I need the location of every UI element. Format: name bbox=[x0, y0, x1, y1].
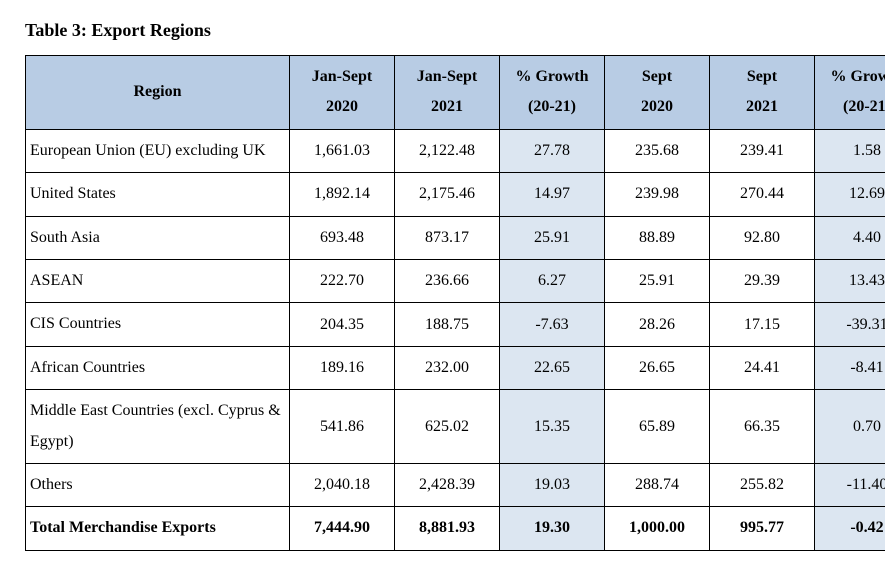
cell-growth: -11.40 bbox=[815, 463, 885, 506]
cell-growth: 27.78 bbox=[500, 129, 605, 172]
col-header-line1: Jan-Sept bbox=[417, 68, 477, 85]
cell-value: 1,661.03 bbox=[290, 129, 395, 172]
cell-growth: 22.65 bbox=[500, 346, 605, 389]
table-row: European Union (EU) excluding UK 1,661.0… bbox=[26, 129, 885, 172]
cell-value: 235.68 bbox=[605, 129, 710, 172]
col-header-jan-sept-2021: Jan-Sept 2021 bbox=[395, 56, 500, 130]
cell-value: 222.70 bbox=[290, 259, 395, 302]
col-header-line2: 2020 bbox=[326, 98, 358, 115]
cell-region: United States bbox=[26, 173, 290, 216]
cell-value: 255.82 bbox=[710, 463, 815, 506]
col-header-line1: Sept bbox=[747, 68, 777, 85]
cell-growth: 12.69 bbox=[815, 173, 885, 216]
cell-growth: -8.41 bbox=[815, 346, 885, 389]
cell-value: 17.15 bbox=[710, 303, 815, 346]
cell-growth: 6.27 bbox=[500, 259, 605, 302]
cell-value-total: 995.77 bbox=[710, 507, 815, 550]
cell-value: 66.35 bbox=[710, 390, 815, 464]
table-title: Table 3: Export Regions bbox=[25, 20, 860, 41]
cell-region: Middle East Countries (excl. Cyprus & Eg… bbox=[26, 390, 290, 464]
table-body: European Union (EU) excluding UK 1,661.0… bbox=[26, 129, 885, 550]
cell-value: 25.91 bbox=[605, 259, 710, 302]
cell-value-total: 1,000.00 bbox=[605, 507, 710, 550]
col-header-line2: (20-21) bbox=[843, 98, 885, 115]
col-header-region: Region bbox=[26, 56, 290, 130]
cell-value: 2,175.46 bbox=[395, 173, 500, 216]
cell-growth: 14.97 bbox=[500, 173, 605, 216]
cell-value: 2,040.18 bbox=[290, 463, 395, 506]
cell-value: 1,892.14 bbox=[290, 173, 395, 216]
cell-region: African Countries bbox=[26, 346, 290, 389]
cell-value: 873.17 bbox=[395, 216, 500, 259]
col-header-jan-sept-2020: Jan-Sept 2020 bbox=[290, 56, 395, 130]
table-row: Others 2,040.18 2,428.39 19.03 288.74 25… bbox=[26, 463, 885, 506]
col-header-line2: (20-21) bbox=[528, 98, 576, 115]
table-total-row: Total Merchandise Exports 7,444.90 8,881… bbox=[26, 507, 885, 550]
cell-growth: -39.31 bbox=[815, 303, 885, 346]
cell-growth: 15.35 bbox=[500, 390, 605, 464]
cell-value: 65.89 bbox=[605, 390, 710, 464]
col-header-growth-1: % Growth (20-21) bbox=[500, 56, 605, 130]
cell-growth: -7.63 bbox=[500, 303, 605, 346]
cell-value: 2,122.48 bbox=[395, 129, 500, 172]
cell-region: CIS Countries bbox=[26, 303, 290, 346]
col-header-growth-2: % Growth (20-21) bbox=[815, 56, 885, 130]
cell-value: 29.39 bbox=[710, 259, 815, 302]
col-header-line2: 2020 bbox=[641, 98, 673, 115]
cell-value: 26.65 bbox=[605, 346, 710, 389]
cell-value: 2,428.39 bbox=[395, 463, 500, 506]
col-header-sept-2020: Sept 2020 bbox=[605, 56, 710, 130]
table-header-row: Region Jan-Sept 2020 Jan-Sept 2021 % Gro… bbox=[26, 56, 885, 130]
col-header-line1: Jan-Sept bbox=[312, 68, 372, 85]
cell-region-total: Total Merchandise Exports bbox=[26, 507, 290, 550]
col-header-line1: Sept bbox=[642, 68, 672, 85]
cell-value: 24.41 bbox=[710, 346, 815, 389]
cell-value: 239.98 bbox=[605, 173, 710, 216]
cell-value: 232.00 bbox=[395, 346, 500, 389]
cell-value: 189.16 bbox=[290, 346, 395, 389]
col-header-line1: % Growth bbox=[515, 68, 588, 85]
table-row: ASEAN 222.70 236.66 6.27 25.91 29.39 13.… bbox=[26, 259, 885, 302]
cell-region: European Union (EU) excluding UK bbox=[26, 129, 290, 172]
cell-region: Others bbox=[26, 463, 290, 506]
cell-value: 288.74 bbox=[605, 463, 710, 506]
col-header-line2: 2021 bbox=[431, 98, 463, 115]
table-row: South Asia 693.48 873.17 25.91 88.89 92.… bbox=[26, 216, 885, 259]
col-header-text: Region bbox=[134, 83, 182, 100]
cell-growth-total: 19.30 bbox=[500, 507, 605, 550]
cell-value: 239.41 bbox=[710, 129, 815, 172]
col-header-sept-2021: Sept 2021 bbox=[710, 56, 815, 130]
table-row: Middle East Countries (excl. Cyprus & Eg… bbox=[26, 390, 885, 464]
table-row: CIS Countries 204.35 188.75 -7.63 28.26 … bbox=[26, 303, 885, 346]
col-header-line2: 2021 bbox=[746, 98, 778, 115]
cell-growth: 25.91 bbox=[500, 216, 605, 259]
cell-growth: 19.03 bbox=[500, 463, 605, 506]
cell-value: 92.80 bbox=[710, 216, 815, 259]
cell-value: 270.44 bbox=[710, 173, 815, 216]
export-regions-table: Region Jan-Sept 2020 Jan-Sept 2021 % Gro… bbox=[25, 55, 885, 551]
cell-value: 625.02 bbox=[395, 390, 500, 464]
table-row: African Countries 189.16 232.00 22.65 26… bbox=[26, 346, 885, 389]
cell-growth-total: -0.42 bbox=[815, 507, 885, 550]
cell-value-total: 8,881.93 bbox=[395, 507, 500, 550]
cell-value: 204.35 bbox=[290, 303, 395, 346]
cell-value: 88.89 bbox=[605, 216, 710, 259]
cell-growth: 0.70 bbox=[815, 390, 885, 464]
col-header-line1: % Growth bbox=[830, 68, 885, 85]
cell-region: South Asia bbox=[26, 216, 290, 259]
cell-value: 541.86 bbox=[290, 390, 395, 464]
table-row: United States 1,892.14 2,175.46 14.97 23… bbox=[26, 173, 885, 216]
cell-growth: 13.43 bbox=[815, 259, 885, 302]
cell-region: ASEAN bbox=[26, 259, 290, 302]
cell-growth: 4.40 bbox=[815, 216, 885, 259]
cell-value: 236.66 bbox=[395, 259, 500, 302]
cell-growth: 1.58 bbox=[815, 129, 885, 172]
cell-value: 28.26 bbox=[605, 303, 710, 346]
cell-value-total: 7,444.90 bbox=[290, 507, 395, 550]
cell-value: 693.48 bbox=[290, 216, 395, 259]
cell-value: 188.75 bbox=[395, 303, 500, 346]
